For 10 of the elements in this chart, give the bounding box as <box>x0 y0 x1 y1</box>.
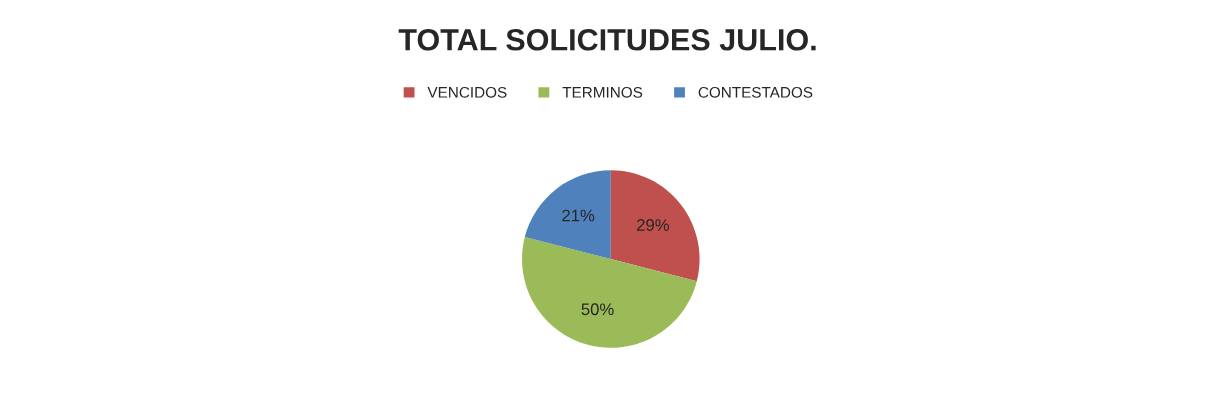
legend-label: VENCIDOS <box>427 86 507 98</box>
pie-slice <box>610 170 700 282</box>
data-label: 50% <box>581 303 614 316</box>
pie-slice <box>524 170 611 260</box>
legend-label: TERMINOS <box>562 86 643 98</box>
data-label: 29% <box>637 219 669 231</box>
data-label: 21% <box>562 209 595 222</box>
legend-label: CONTESTADOS <box>698 86 813 98</box>
chart-title: TOTAL SOLICITUDES JULIO. <box>398 28 816 51</box>
pie-slice <box>522 236 697 348</box>
